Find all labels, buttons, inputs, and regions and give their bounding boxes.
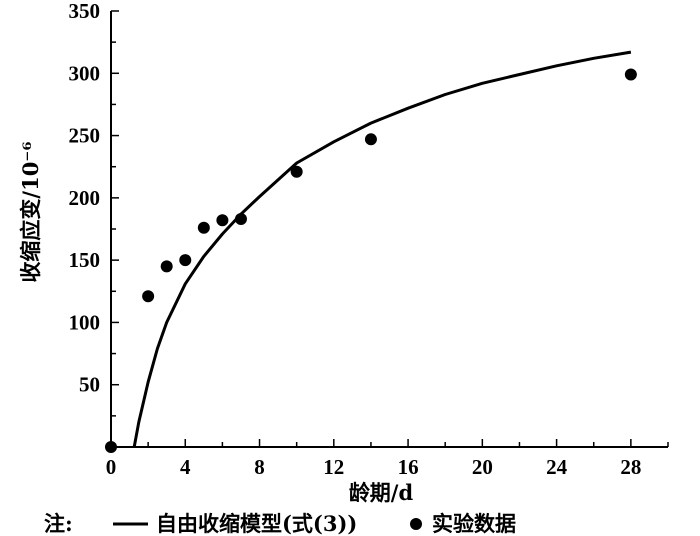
experimental-data-point bbox=[216, 214, 229, 227]
y-tick-label: 350 bbox=[69, 0, 101, 23]
x-tick-label: 24 bbox=[546, 455, 568, 479]
experimental-data-point bbox=[624, 68, 637, 81]
y-tick-label: 250 bbox=[69, 124, 101, 148]
experimental-data-point bbox=[290, 165, 303, 178]
x-tick-label: 0 bbox=[106, 455, 117, 479]
y-axis-label: 收缩应变/10⁻⁶ bbox=[18, 141, 43, 282]
y-tick-label: 100 bbox=[69, 310, 101, 334]
experimental-data-point bbox=[160, 260, 173, 273]
axes bbox=[110, 10, 669, 448]
legend: 注: 自由收缩模型(式(3)) 实验数据 bbox=[44, 511, 516, 536]
x-tick-label: 20 bbox=[472, 455, 493, 479]
experimental-data-point bbox=[234, 213, 247, 226]
model-curve-line bbox=[132, 50, 632, 448]
experimental-data-point bbox=[142, 290, 155, 303]
legend-line-label: 自由收缩模型(式(3)) bbox=[156, 511, 357, 536]
x-tick-label: 16 bbox=[398, 455, 419, 479]
y-tick-label: 150 bbox=[69, 248, 101, 272]
tick-labels: 0 4 8 12 16 20 24 28 50 100 150 200 250 300 350 bbox=[69, 0, 642, 479]
experimental-data-point bbox=[179, 254, 192, 267]
legend-marker-swatch bbox=[410, 518, 422, 530]
x-tick-label: 4 bbox=[180, 455, 191, 479]
legend-note-prefix: 注: bbox=[44, 511, 73, 536]
x-tick-label: 8 bbox=[254, 455, 265, 479]
x-axis-label: 龄期/d bbox=[349, 480, 414, 505]
x-tick-label: 12 bbox=[323, 455, 344, 479]
y-tick-label: 300 bbox=[69, 61, 101, 85]
y-tick-label: 200 bbox=[69, 186, 101, 210]
experimental-data-point bbox=[364, 133, 377, 146]
x-tick-label: 28 bbox=[620, 455, 641, 479]
plot-area bbox=[105, 50, 637, 453]
legend-marker-label: 实验数据 bbox=[432, 511, 516, 536]
experimental-data-point bbox=[197, 221, 210, 234]
y-tick-label: 50 bbox=[79, 373, 100, 397]
